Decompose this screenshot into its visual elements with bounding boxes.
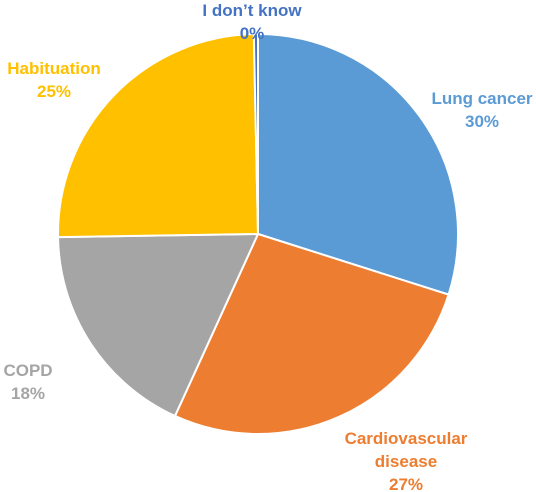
data-label-category: Lung cancer [431,89,532,108]
pie-slice-copd [57,233,259,417]
data-label-cardiovascular-disease: Cardiovascular disease 27% [345,429,468,492]
data-label-value: 18% [11,384,45,403]
data-label-value: 25% [37,82,71,101]
data-label-category: disease [375,452,437,471]
data-label-lung-cancer: Lung cancer 30% [431,89,532,131]
pie-slice-lung-cancer [257,33,459,296]
pie-slice-cardiovascular-disease [174,233,450,435]
data-label-category: COPD [3,361,52,380]
data-label-category: Habituation [7,59,101,78]
data-label-category: I don’t know [202,1,302,20]
pie-slice-habituation [57,33,259,239]
data-label-copd: COPD 18% [3,361,52,403]
pie-slice-i-don-t-know [252,32,259,235]
data-label-value: 0% [240,24,265,43]
pie-labels: Lung cancer 30% Cardiovascular disease 27% CO… [3,1,532,492]
data-label-category: Cardiovascular [345,429,468,448]
data-label-value: 30% [465,112,499,131]
data-label-value: 27% [389,475,423,492]
data-label-i-don-t-know: I don’t know 0% [202,1,302,43]
pie-slices [57,32,459,435]
data-label-habituation: Habituation 25% [7,59,101,101]
